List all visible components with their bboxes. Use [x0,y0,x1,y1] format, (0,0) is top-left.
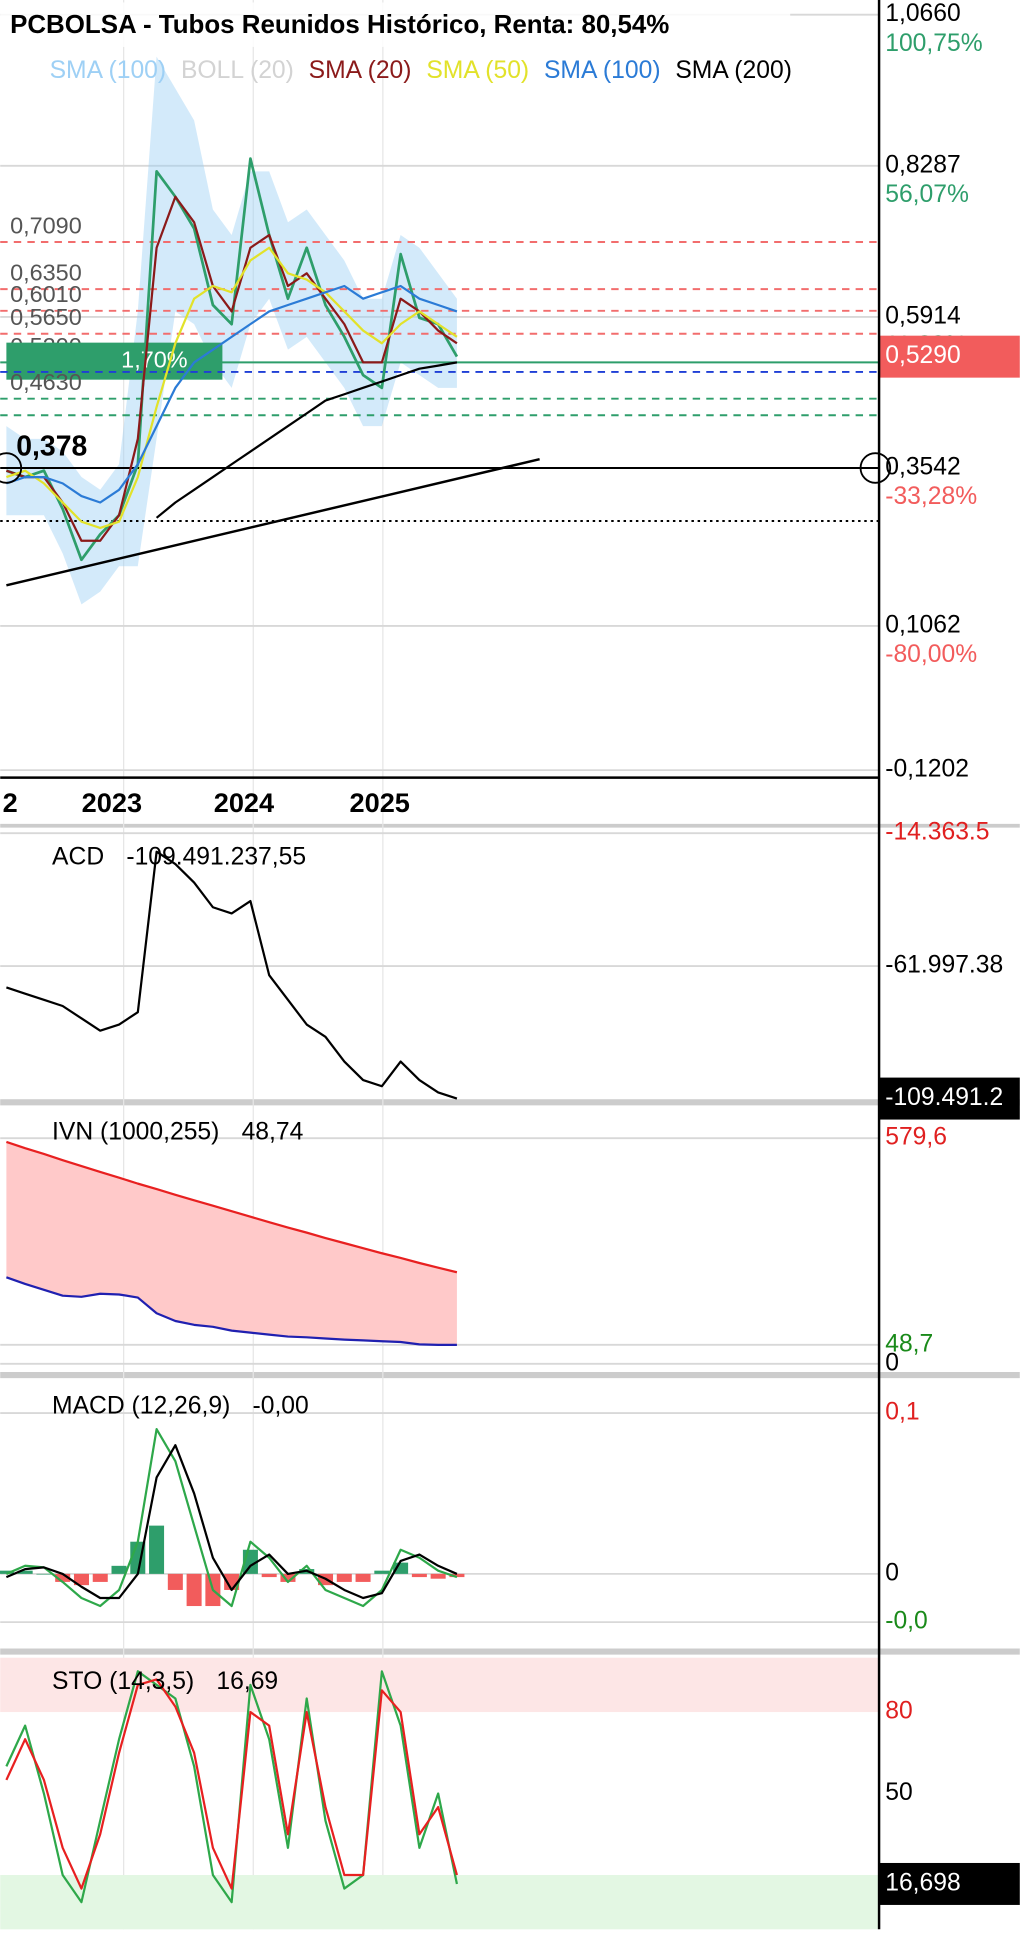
y-tick-label: -61.997.38 [885,952,1003,979]
histogram-bar [167,1573,183,1590]
y-tick-label: 80 [885,1698,912,1725]
legend-entry: SMA (200) [675,57,792,84]
indicator-reading: 48,74 [242,1119,304,1146]
histogram-bar [280,1573,296,1582]
last-value-box [879,1077,1020,1120]
series-line [6,246,458,530]
title-bg [0,2,791,47]
histogram-bar [411,1573,427,1578]
y-tick-label: 0 [885,1559,899,1586]
indicator-reading: -109.491.237,55 [126,843,306,870]
marker-circle [0,452,23,484]
histogram-bar [449,1573,465,1578]
series-line [6,284,458,504]
histogram-bar [261,1573,277,1578]
y-tick-label: -0,1202 [885,756,969,783]
indicator-reading: -0,00 [253,1393,309,1420]
series-line [155,361,458,519]
x-axis-band [0,780,1020,828]
histogram-bar [17,1570,33,1574]
y-tick-label: 0,5914 [885,302,960,329]
y-tick-label: -0,0 [885,1608,928,1635]
y-tick-label: 0,1062 [885,611,960,638]
series-line [5,157,459,562]
y-tick-percent: -80,00% [885,641,977,668]
trendline [6,457,540,587]
series-line [5,1678,458,1890]
last-value-box [879,1862,1020,1905]
annotation: 0,378 [16,431,87,463]
indicator-reading: 16,69 [216,1668,278,1695]
legend-entry: SMA (50) [426,57,529,84]
level-label: 0,7090 [10,212,82,238]
level-label: 0,6350 [10,260,82,286]
y-tick-label: 50 [885,1779,912,1806]
indicator-label: IVN (1000,255) [52,1119,219,1146]
series-line [6,1276,457,1346]
indicator-label: MACD (12,26,9) [52,1393,230,1420]
level-badge-label: 1,70% [121,346,187,372]
y-tick-label: -14.363.5 [885,819,989,846]
y-tick-percent: 56,07% [885,181,969,208]
legend-entry: SMA (20) [309,57,412,84]
level-label: 0,5650 [10,304,82,330]
x-tick-label: 2 [3,787,18,818]
series-line [5,1428,458,1608]
histogram-bar [355,1573,371,1582]
indicator-label: STO (14,3,5) [52,1668,194,1695]
x-tick-label: 2024 [214,787,274,818]
last-value-label: 0,5290 [885,342,960,369]
y-tick-label: 0,8287 [885,151,960,178]
chart-title: PCBOLSA - Tubos Reunidos Histórico, Rent… [10,11,669,39]
histogram-bar [111,1565,127,1574]
y-tick-label: 0,3542 [885,454,960,481]
legend-entry: SMA (100) [50,57,167,84]
last-value-label: 16,698 [885,1869,960,1896]
y-tick-percent: -33,28% [885,483,977,510]
histogram-bar [393,1562,409,1574]
histogram-bar [430,1573,446,1579]
histogram-bar [186,1573,202,1607]
legend-entry: SMA (100) [544,57,661,84]
y-tick-label: 48,7 [885,1330,933,1357]
last-value-box [879,335,1020,378]
series-line [6,195,458,542]
series-line [5,1444,458,1600]
histogram-bar [0,1570,14,1574]
histogram-bar [92,1573,108,1582]
y-tick-label: 579,6 [885,1124,947,1151]
histogram-bar [374,1570,390,1574]
histogram-bar [36,1573,52,1575]
panel: 80 50 16,698 STO (14,3,5) 16,69 [0,1657,1020,1930]
y-tick-percent: 100,75% [885,30,982,57]
series-line [6,850,458,1100]
panel: 579,6 48,70 IVN (1000,255) 48,74 [0,1119,947,1376]
histogram-bar [73,1573,89,1586]
histogram-bar [149,1525,165,1574]
level-label: 0,4630 [10,369,82,395]
level-label: 0,6010 [10,281,82,307]
panel: 0,1 0 -0,0 MACD (12,26,9) -0,00 [0,1393,928,1635]
band [0,1657,880,1713]
last-value-label: -109.491.2 [885,1084,1003,1111]
series-line [6,1140,458,1274]
legend-entry: BOLL (20) [181,57,294,84]
marker-circle [859,452,892,484]
panel: -14.363.5 -61.997.38 -109.491.2 ACD -109.491… [0,819,1020,1120]
panel: 1,0660100,75%0,828756,07%0,591411,39%0,3… [0,0,1020,818]
y-tick-label: 1,0660 [885,0,960,27]
x-tick-label: 2025 [350,787,410,818]
histogram-bar [336,1573,352,1582]
x-tick-label: 2023 [82,787,142,818]
band [0,1874,880,1930]
indicator-label: ACD [52,843,104,870]
series-line [5,1670,459,1904]
y-tick-label: 0,1 [885,1399,919,1426]
histogram-bar [55,1573,71,1582]
y-tick-label: 0 [885,1349,899,1376]
